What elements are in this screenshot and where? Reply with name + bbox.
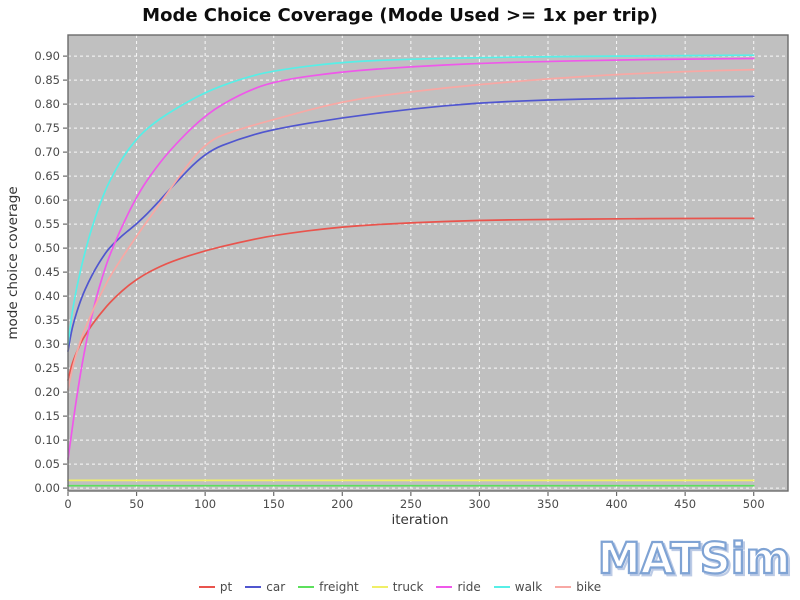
legend-item-car: car: [245, 580, 285, 594]
legend-item-ride: ride: [436, 580, 481, 594]
series-lines: [67, 54, 755, 487]
legend-label: freight: [319, 580, 359, 594]
legend-item-pt: pt: [198, 580, 233, 594]
y-tick-label: 0.10: [34, 433, 60, 447]
legend-item-freight: freight: [298, 580, 359, 594]
plot-background: [68, 35, 788, 491]
matsim-logo-text: MATSim: [598, 534, 791, 584]
y-tick-label: 0.25: [34, 361, 60, 375]
y-tick-label: 0.40: [34, 289, 60, 303]
y-tick-label: 0.80: [34, 97, 60, 111]
legend-label: car: [266, 580, 286, 594]
y-tick-label: 0.30: [34, 337, 60, 351]
y-tick-label: 0.20: [34, 385, 60, 399]
matsim-logo: MATSim MATSim: [597, 533, 794, 586]
legend-swatch-bike: [555, 586, 572, 588]
gridlines: [67, 35, 788, 491]
chart-title: Mode Choice Coverage (Mode Used >= 1x pe…: [142, 5, 658, 26]
y-tick-label: 0.60: [34, 193, 60, 207]
x-axis-title: iteration: [391, 512, 448, 528]
y-tick-label: 0.90: [34, 49, 60, 63]
legend-item-bike: bike: [555, 580, 601, 594]
legend-item-walk: walk: [493, 580, 543, 594]
plot-area: 0 50 100 150 200 250 300 350 400 450 500 0.00 0.05 0.…: [34, 34, 789, 511]
legend-swatch-car: [245, 586, 262, 588]
legend-swatch-truck: [371, 586, 388, 588]
legend-swatch-walk: [493, 586, 510, 588]
legend-label: ride: [457, 580, 481, 594]
y-tick-label: 0.55: [34, 217, 60, 231]
legend-swatch-pt: [198, 586, 215, 588]
y-tick-label: 0.85: [34, 73, 60, 87]
x-tick-label: 450: [674, 497, 696, 511]
series-line-ride: [67, 57, 755, 461]
chart-legend: pt car freight truck ride walk bike: [0, 580, 800, 594]
legend-swatch-freight: [298, 586, 315, 588]
legend-item-truck: truck: [371, 580, 424, 594]
x-tick-label: 250: [400, 497, 422, 511]
x-tick-label: 150: [263, 497, 285, 511]
y-tick-label: 0.15: [34, 409, 60, 423]
y-tick-label: 0.45: [34, 265, 60, 279]
x-tick-label: 200: [331, 497, 353, 511]
y-tick-label: 0.05: [34, 457, 60, 471]
y-tick-label: 0.00: [34, 481, 60, 495]
matsim-logo-shadow: MATSim: [600, 536, 793, 586]
y-axis-title: mode choice coverage: [5, 186, 21, 339]
y-tick-label: 0.65: [34, 169, 60, 183]
legend-label: bike: [576, 580, 602, 594]
legend-swatch-ride: [436, 586, 453, 588]
x-tick-label: 300: [468, 497, 490, 511]
series-line-walk: [67, 54, 755, 345]
legend-label: walk: [514, 580, 543, 594]
plot-border: [67, 34, 789, 492]
series-line-bike: [67, 68, 755, 391]
legend-label: truck: [392, 580, 424, 594]
x-tick-label: 100: [194, 497, 216, 511]
x-tick-label: 500: [743, 497, 765, 511]
legend-label: pt: [219, 580, 233, 594]
x-tick-label: 350: [537, 497, 559, 511]
y-tick-label: 0.35: [34, 313, 60, 327]
y-tick-label: 0.75: [34, 121, 60, 135]
y-tick-label: 0.50: [34, 241, 60, 255]
x-tick-label: 50: [129, 497, 144, 511]
x-tick-label: 400: [606, 497, 628, 511]
y-tick-label: 0.70: [34, 145, 60, 159]
axis-ticks-and-labels: 0 50 100 150 200 250 300 350 400 450 500 0.00 0.05 0.…: [34, 49, 764, 511]
x-tick-label: 0: [64, 497, 71, 511]
